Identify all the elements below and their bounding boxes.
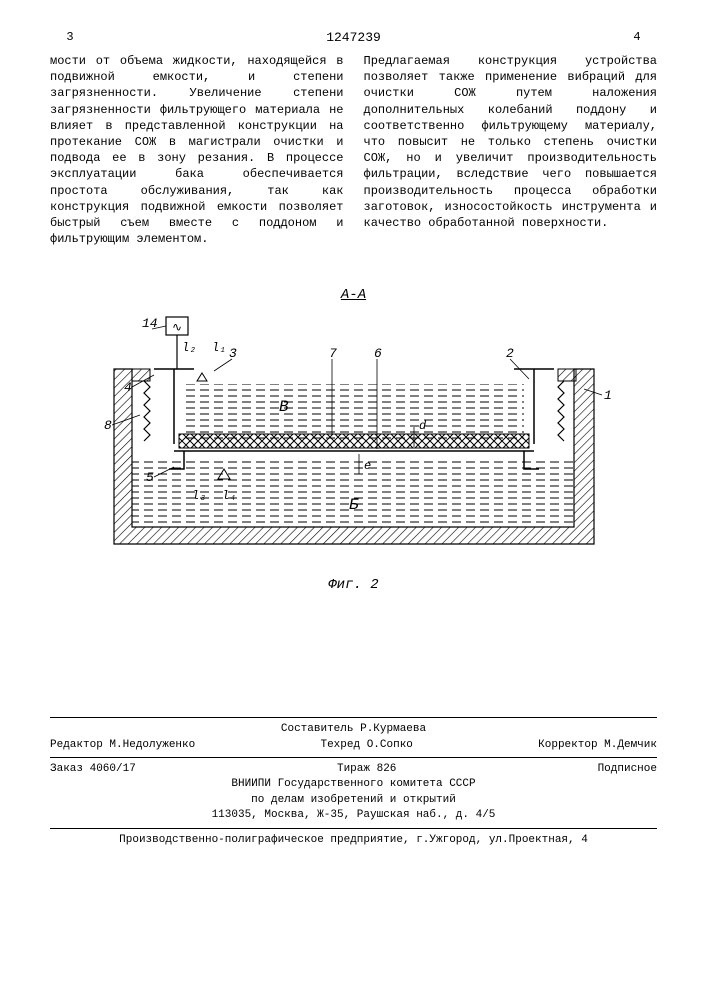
svg-text:8: 8 — [104, 418, 112, 433]
page-number-left: 3 — [50, 30, 90, 45]
figure-caption: Фиг. 2 — [50, 577, 657, 593]
org-line-2: по делам изобретений и открытий — [50, 793, 657, 808]
compiler: Составитель Р.Курмаева — [50, 722, 657, 737]
svg-text:1: 1 — [604, 388, 612, 403]
figure-drawing: ∿ 14 4 3 7 6 2 1 8 5 l₂ l₁ l₃ — [74, 309, 634, 569]
svg-text:4: 4 — [124, 380, 132, 395]
svg-text:∿: ∿ — [172, 320, 182, 334]
svg-text:e: e — [364, 459, 371, 473]
footer-block: Составитель Р.Курмаева Редактор М.Недолу… — [50, 717, 657, 848]
address: 113035, Москва, Ж-35, Раушская наб., д. … — [50, 808, 657, 823]
svg-text:14: 14 — [142, 316, 158, 331]
figure-2: A-A — [50, 287, 657, 593]
svg-text:d: d — [419, 419, 427, 433]
svg-text:B: B — [279, 398, 289, 416]
svg-text:l₃: l₃ — [192, 489, 206, 503]
tirazh: Тираж 826 — [337, 762, 396, 777]
svg-text:3: 3 — [229, 346, 237, 361]
tech-editor: Техред О.Сопко — [320, 738, 412, 753]
svg-text:l₂: l₂ — [182, 341, 196, 355]
text-column-right: Предлагаемая конструкция устройства позв… — [364, 53, 658, 247]
editor: Редактор М.Недолуженко — [50, 738, 195, 753]
svg-text:6: 6 — [374, 346, 382, 361]
printer: Производственно-полиграфическое предприя… — [50, 833, 657, 848]
section-label: A-A — [50, 287, 657, 303]
org-line-1: ВНИИПИ Государственного комитета СССР — [50, 777, 657, 792]
svg-text:l₄: l₄ — [222, 489, 236, 503]
podpis: Подписное — [598, 762, 657, 777]
page-number-right: 4 — [617, 30, 657, 45]
corrector: Корректор М.Демчик — [538, 738, 657, 753]
document-number: 1247239 — [90, 30, 617, 45]
text-column-left: мости от объема жидкости, находящейся в … — [50, 53, 344, 247]
svg-text:5: 5 — [146, 470, 154, 485]
order-number: Заказ 4060/17 — [50, 762, 136, 777]
svg-text:Б: Б — [349, 496, 359, 514]
svg-text:7: 7 — [329, 346, 337, 361]
svg-text:l₁: l₁ — [212, 341, 226, 355]
svg-text:2: 2 — [506, 346, 514, 361]
